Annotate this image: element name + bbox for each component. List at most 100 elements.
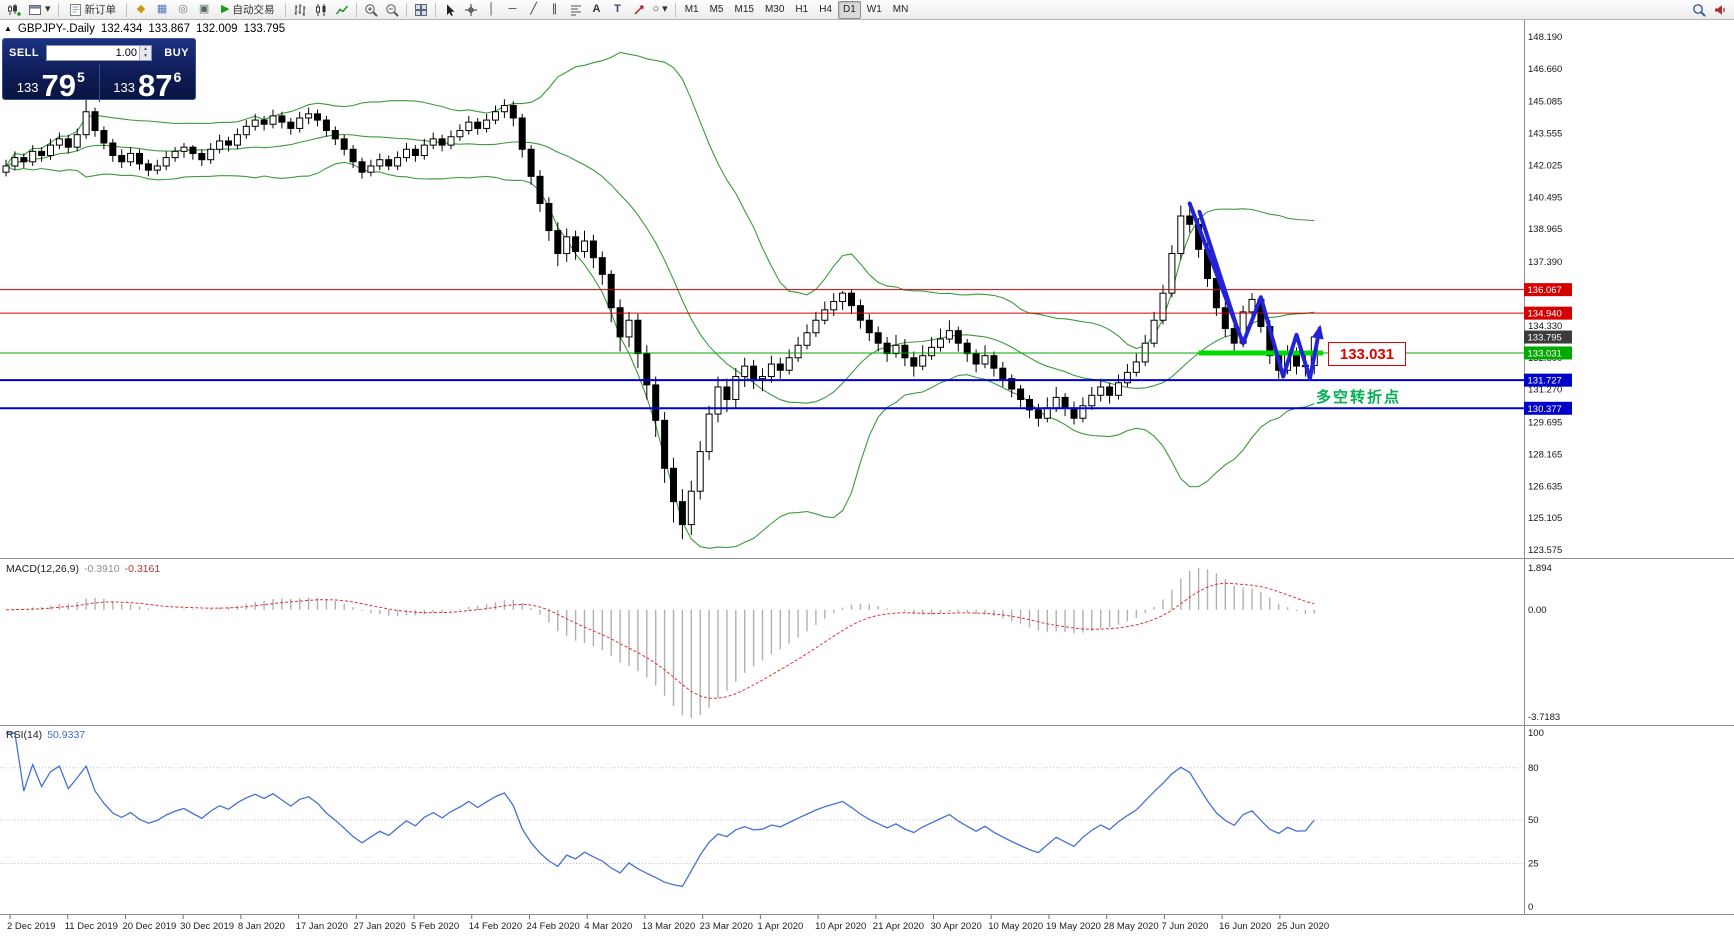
- toolbar-separator: [355, 2, 357, 17]
- price-marker-text: 133.795: [1528, 333, 1562, 344]
- y-axis-label: 125.105: [1528, 513, 1562, 524]
- timeframe-m30-button[interactable]: M30: [760, 1, 789, 19]
- timeframe-h1-button[interactable]: H1: [790, 1, 813, 19]
- macd-axis-label: -3.7183: [1528, 712, 1560, 723]
- horizontal-line-icon: ─: [508, 3, 517, 15]
- sell-price-point: 5: [76, 69, 85, 85]
- buy-price-point: 6: [173, 69, 182, 85]
- tile-windows-icon: [414, 3, 427, 16]
- vertical-line-tool-button[interactable]: │: [482, 1, 502, 19]
- date-label: 10 May 2020: [988, 921, 1043, 932]
- y-axis-label: 126.635: [1528, 481, 1562, 492]
- chevron-down-icon: ▾: [45, 3, 51, 15]
- sell-price-prefix: 133: [16, 80, 39, 95]
- date-label: 23 Mar 2020: [700, 921, 753, 932]
- macd-histogram: [14, 568, 1316, 718]
- channel-icon: ∥: [551, 3, 558, 15]
- date-label: 10 Apr 2020: [815, 921, 866, 932]
- crosshair-tool-button[interactable]: [461, 1, 481, 19]
- volume-value[interactable]: 1.00: [115, 46, 137, 59]
- label-tool-button[interactable]: T: [608, 1, 628, 19]
- timeframe-m1-button[interactable]: M1: [680, 1, 704, 19]
- navigator-button[interactable]: ◎: [173, 1, 193, 19]
- market-watch-button[interactable]: ◆: [131, 1, 151, 19]
- date-label: 8 Jan 2020: [238, 921, 285, 932]
- candles-layer: [2, 63, 1318, 540]
- bar-chart-mode-button[interactable]: [290, 1, 310, 19]
- timeframe-d1-button[interactable]: D1: [838, 0, 861, 19]
- quote-high: 133.867: [148, 23, 190, 35]
- price-marker-text: 136.067: [1528, 285, 1562, 296]
- sell-button[interactable]: 133 79 5: [3, 64, 100, 102]
- price-marker-text: 133.031: [1528, 348, 1562, 359]
- one-click-toggle-icon[interactable]: ▲: [4, 24, 12, 33]
- timeframe-mn-button[interactable]: MN: [888, 1, 914, 19]
- arrow-tool-icon: [634, 4, 644, 14]
- zoom-out-button[interactable]: [382, 1, 402, 19]
- turning-point-label[interactable]: 多空转折点: [1316, 389, 1402, 406]
- fibonacci-icon: [570, 5, 581, 15]
- terminal-icon: ▣: [198, 3, 210, 15]
- y-axis-label: 131.270: [1528, 385, 1562, 396]
- y-axis-label: 123.575: [1528, 545, 1562, 556]
- zoom-out-icon: [385, 3, 399, 17]
- tile-windows-button[interactable]: [411, 1, 431, 19]
- one-click-trading-panel: SELL 1.00 ▴ ▾ BUY 133 79 5 133 87 6: [2, 38, 196, 102]
- search-button[interactable]: [1689, 1, 1709, 19]
- trendline-icon: ╱: [530, 3, 537, 15]
- price-marker-136.067: [1524, 283, 1572, 297]
- new-order-button[interactable]: 新订单: [63, 1, 123, 19]
- zigzag-arrow-stroke[interactable]: [1197, 209, 1238, 327]
- autotrading-button[interactable]: ▶ 自动交易: [215, 1, 280, 19]
- zoom-in-button[interactable]: [361, 1, 381, 19]
- new-chart-button[interactable]: [4, 1, 24, 19]
- y-axis-label: 148.190: [1528, 32, 1562, 43]
- line-chart-mode-button[interactable]: [332, 1, 352, 19]
- candlestick-mode-button[interactable]: [311, 1, 331, 19]
- alerts-button[interactable]: [1710, 1, 1730, 19]
- price-callout-box[interactable]: 133.031: [1328, 342, 1406, 366]
- bollinger-bands: [5, 51, 1315, 549]
- volume-decrease-button[interactable]: ▾: [140, 52, 151, 60]
- horizontal-line-tool-button[interactable]: ─: [503, 1, 523, 19]
- text-tool-button[interactable]: A: [587, 1, 607, 19]
- chart-profiles-icon: [29, 4, 41, 15]
- y-axis-label: 142.025: [1528, 160, 1562, 171]
- data-window-button[interactable]: ▦: [152, 1, 172, 19]
- timeframe-m15-button[interactable]: M15: [730, 1, 759, 19]
- zigzag-arrow[interactable]: [1187, 201, 1322, 381]
- timeframe-h4-button[interactable]: H4: [814, 1, 837, 19]
- vertical-line-icon: │: [488, 3, 495, 15]
- toolbar-separator: [674, 2, 676, 17]
- text-tool-icon: A: [592, 3, 601, 15]
- shapes-tool-button[interactable]: ○ ▾: [650, 1, 671, 19]
- rsi-axis-label: 25: [1528, 859, 1539, 870]
- volume-increase-button[interactable]: ▴: [140, 45, 151, 53]
- zoom-in-icon: [364, 3, 378, 17]
- rsi-indicator-name: RSI(14): [6, 729, 43, 741]
- macd-label: MACD(12,26,9) -0.3910 -0.3161: [6, 563, 160, 575]
- bar-chart-icon: [294, 3, 305, 16]
- symbol-period-label: GBPJPY-.Daily: [17, 23, 95, 35]
- price-marker-text: 131.727: [1528, 376, 1562, 387]
- date-label: 21 Apr 2020: [873, 921, 924, 932]
- quote-open: 132.434: [100, 23, 143, 35]
- trendline-tool-button[interactable]: ╱: [524, 1, 544, 19]
- candlestick-chart-icon: [315, 3, 325, 16]
- fibonacci-tool-button[interactable]: [566, 1, 586, 19]
- volume-field[interactable]: 1.00 ▴ ▾: [46, 44, 152, 61]
- timeframe-w1-button[interactable]: W1: [862, 1, 887, 19]
- chart-profiles-button[interactable]: ▾: [25, 1, 54, 19]
- market-watch-icon: ◆: [136, 3, 146, 15]
- cursor-tool-button[interactable]: [440, 1, 460, 19]
- channel-tool-button[interactable]: ∥: [545, 1, 565, 19]
- macd-signal-value: -0.3161: [124, 563, 161, 575]
- toolbar-separator: [434, 2, 436, 17]
- terminal-button[interactable]: ▣: [194, 1, 214, 19]
- timeframe-m5-button[interactable]: M5: [705, 1, 729, 19]
- arrow-tool-button[interactable]: [629, 1, 649, 19]
- price-marker-134.940: [1524, 306, 1572, 320]
- buy-button[interactable]: 133 87 6: [100, 64, 196, 102]
- label-tool-icon: T: [614, 3, 621, 15]
